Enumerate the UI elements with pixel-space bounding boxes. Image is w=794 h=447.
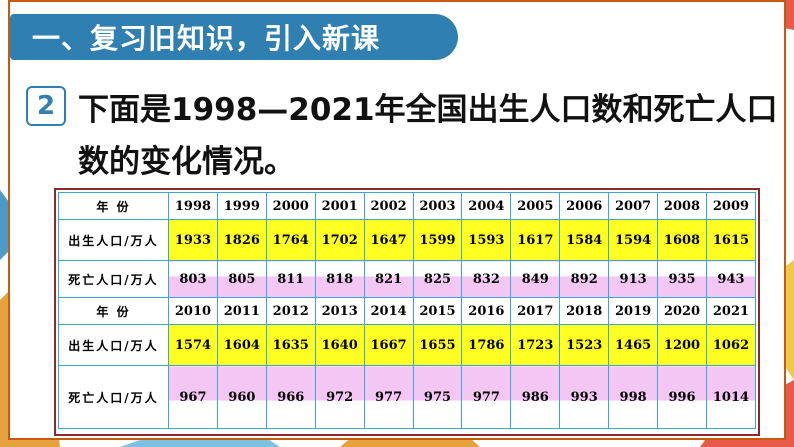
- table-cell: 993: [559, 365, 610, 429]
- row-header: 年 份: [58, 192, 169, 220]
- table-cell: 2008: [657, 192, 707, 220]
- table-cell: 1465: [608, 324, 659, 366]
- table-cell: 1608: [657, 219, 707, 261]
- table-cell: 1635: [265, 324, 316, 366]
- table-row: 年 份 2010 2011 2012 2013 2014 2015 2016 2017 2018 2…: [58, 297, 757, 325]
- row-header: 出生人口/万人: [58, 219, 169, 261]
- table-cell: 2021: [705, 297, 757, 325]
- section-title: 一、复习旧知识，引入新课: [10, 14, 458, 60]
- table-cell: 967: [168, 365, 218, 429]
- question-number-badge: 2: [26, 86, 66, 126]
- table-cell: 2011: [216, 297, 267, 325]
- table-cell: 1574: [168, 324, 218, 366]
- table-cell: 1723: [510, 324, 561, 366]
- table-cell: 1062: [705, 324, 757, 366]
- table-cell: 2003: [412, 192, 463, 220]
- table-cell: 2016: [461, 297, 512, 325]
- table-cell: 1647: [363, 219, 414, 261]
- table-cell: 811: [265, 260, 316, 298]
- table-cell: 1655: [412, 324, 463, 366]
- table-cell: 818: [314, 260, 365, 298]
- table-cell: 1593: [461, 219, 512, 261]
- table-row: 死亡人口/万人 967 960 966 972 977 975 977 986 993 998 996…: [58, 365, 757, 429]
- table-cell: 1604: [216, 324, 267, 366]
- table-cell: 972: [314, 365, 365, 429]
- table-cell: 1933: [168, 219, 218, 261]
- table-cell: 975: [412, 365, 463, 429]
- table-cell: 2009: [705, 192, 757, 220]
- table-cell: 2004: [461, 192, 512, 220]
- row-header: 出生人口/万人: [58, 324, 169, 366]
- table-cell: 1764: [265, 219, 316, 261]
- table-row: 死亡人口/万人 803 805 811 818 821 825 832 849 892 913 935…: [58, 260, 757, 298]
- table-cell: 966: [265, 365, 316, 429]
- table-row: 出生人口/万人 1574 1604 1635 1640 1667 1655 1786 1723 1…: [58, 324, 757, 366]
- table-cell: 2018: [559, 297, 610, 325]
- table-cell: 2005: [510, 192, 561, 220]
- table-cell: 825: [412, 260, 463, 298]
- table-cell: 2020: [657, 297, 707, 325]
- table-cell: 986: [510, 365, 561, 429]
- table-cell: 1617: [510, 219, 561, 261]
- table-cell: 2000: [265, 192, 316, 220]
- table-cell: 977: [363, 365, 414, 429]
- table-cell: 1640: [314, 324, 365, 366]
- table-cell: 943: [705, 260, 757, 298]
- table-cell: 1584: [559, 219, 610, 261]
- table-cell: 1667: [363, 324, 414, 366]
- table-cell: 1599: [412, 219, 463, 261]
- table-cell: 2019: [608, 297, 659, 325]
- table-cell: 803: [168, 260, 218, 298]
- table-cell: 892: [559, 260, 610, 298]
- table-cell: 960: [216, 365, 267, 429]
- table-cell: 1786: [461, 324, 512, 366]
- table-cell: 1200: [657, 324, 707, 366]
- table-row: 出生人口/万人 1933 1826 1764 1702 1647 1599 1593 1617 1…: [58, 219, 757, 261]
- table-cell: 805: [216, 260, 267, 298]
- population-table: 年 份 1998 1999 2000 2001 2002 2003 2004 2005 2006 2…: [58, 192, 757, 429]
- table-cell: 1999: [216, 192, 267, 220]
- row-header: 年 份: [58, 297, 169, 325]
- question-text: 下面是1998—2021年全国出生人口数和死亡人口数的变化情况。: [78, 92, 778, 180]
- table-cell: 849: [510, 260, 561, 298]
- table-cell: 1594: [608, 219, 659, 261]
- table-cell: 2015: [412, 297, 463, 325]
- table-cell: 2007: [608, 192, 659, 220]
- table-cell: 935: [657, 260, 707, 298]
- table-cell: 996: [657, 365, 707, 429]
- table-cell: 1014: [705, 365, 757, 429]
- table-cell: 2002: [363, 192, 414, 220]
- table-row: 年 份 1998 1999 2000 2001 2002 2003 2004 2005 2006 2…: [58, 192, 757, 220]
- table-cell: 1702: [314, 219, 365, 261]
- table-cell: 2010: [168, 297, 218, 325]
- table-cell: 1615: [705, 219, 757, 261]
- table-cell: 998: [608, 365, 659, 429]
- row-header: 死亡人口/万人: [58, 365, 169, 429]
- table-cell: 832: [461, 260, 512, 298]
- table-cell: 1826: [216, 219, 267, 261]
- table-cell: 2006: [559, 192, 610, 220]
- table-cell: 913: [608, 260, 659, 298]
- table-cell: 2001: [314, 192, 365, 220]
- table-cell: 2017: [510, 297, 561, 325]
- row-header: 死亡人口/万人: [58, 260, 169, 298]
- table-outline: [54, 188, 760, 436]
- table-cell: 1523: [559, 324, 610, 366]
- table-cell: 2012: [265, 297, 316, 325]
- table-cell: 1998: [168, 192, 218, 220]
- table-cell: 2014: [363, 297, 414, 325]
- table-cell: 977: [461, 365, 512, 429]
- table-cell: 821: [363, 260, 414, 298]
- table-cell: 2013: [314, 297, 365, 325]
